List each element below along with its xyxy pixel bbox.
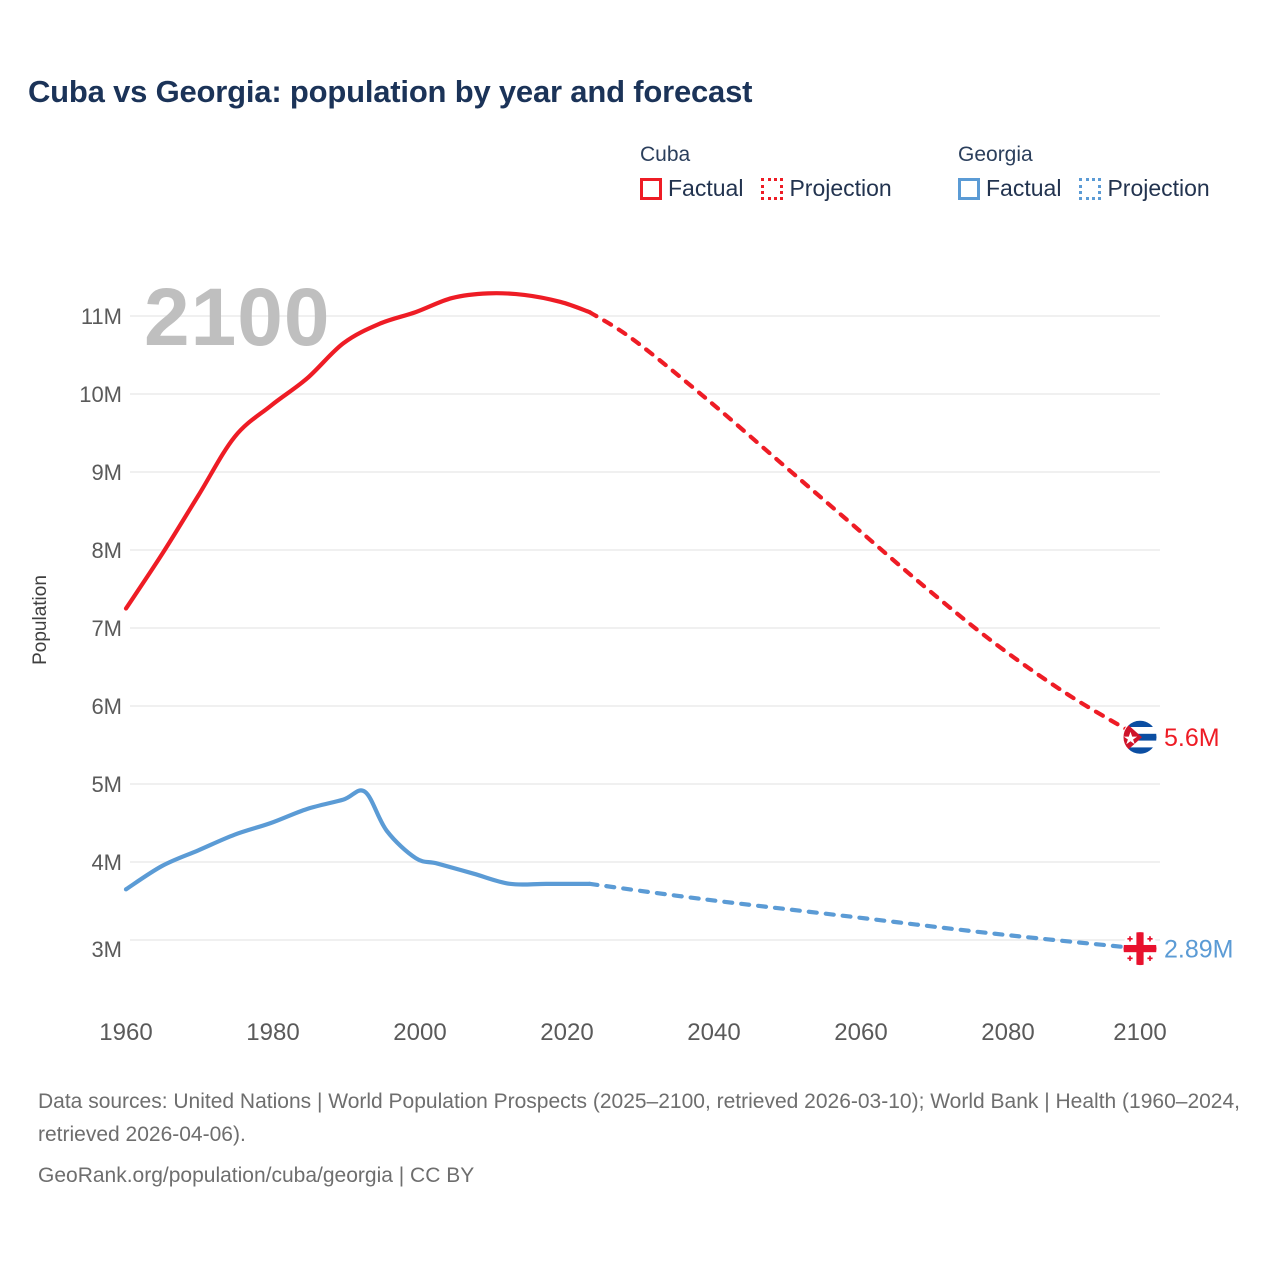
y-axis-ticks: 11M 10M 9M 8M 7M 6M 5M 4M 3M (79, 304, 122, 962)
legend-group-cuba: Cuba Factual Projection (640, 143, 892, 202)
legend-item-georgia-factual[interactable]: Factual (958, 175, 1061, 202)
line-georgia-projection (587, 881, 1143, 951)
x-axis-ticks: 1960 1980 2000 2020 2040 2060 2080 2100 (99, 1019, 1166, 1046)
x-tick-label: 2040 (687, 1019, 740, 1046)
endpoint-marker-georgia: 2.89M (1122, 931, 1233, 967)
legend-swatch-solid-icon (958, 177, 980, 200)
y-tick-label: 7M (91, 616, 122, 641)
year-watermark: 2100 (144, 272, 330, 363)
chart-legend: Cuba Factual Projection Georgia Factual (640, 143, 1260, 223)
legend-group-title-georgia: Georgia (958, 143, 1033, 166)
y-tick-label: 5M (91, 772, 122, 797)
legend-item-cuba-factual[interactable]: Factual (640, 175, 743, 202)
y-tick-label: 9M (91, 460, 122, 485)
legend-label-cuba-projection: Projection (789, 175, 892, 201)
legend-group-georgia: Georgia Factual Projection (958, 143, 1210, 202)
y-tick-label: 6M (91, 694, 122, 719)
x-tick-label: 1960 (99, 1019, 152, 1046)
cuba-flag-ring (1122, 719, 1158, 755)
legend-swatch-solid-icon (640, 177, 662, 200)
line-georgia-factual (123, 788, 592, 892)
legend-swatch-dotted-icon (1079, 177, 1102, 200)
x-tick-label: 2060 (834, 1019, 887, 1046)
endpoint-value-cuba: 5.6M (1164, 724, 1220, 752)
legend-swatch-dotted-icon (761, 177, 784, 200)
x-tick-label: 2080 (981, 1019, 1034, 1046)
x-tick-label: 2100 (1113, 1019, 1166, 1046)
y-tick-label: 11M (81, 304, 122, 329)
x-tick-label: 2000 (393, 1019, 446, 1046)
cuba-flag-icon (1123, 720, 1157, 755)
endpoint-value-georgia: 2.89M (1164, 936, 1233, 964)
line-cuba-projection (587, 310, 1143, 740)
footer-data-sources: Data sources: United Nations | World Pop… (38, 1090, 1240, 1146)
georgia-flag-icon (1123, 931, 1157, 966)
footer-credit[interactable]: GeoRank.org/population/cuba/georgia | CC… (38, 1164, 475, 1187)
legend-label-cuba-factual: Factual (668, 175, 744, 201)
legend-item-cuba-projection[interactable]: Projection (761, 175, 892, 202)
gridlines (130, 315, 1160, 941)
x-tick-label: 2020 (540, 1019, 593, 1046)
series-paths (123, 291, 1143, 951)
y-axis-title: Population (30, 575, 51, 665)
y-tick-label: 4M (91, 850, 122, 875)
legend-label-georgia-factual: Factual (986, 175, 1062, 201)
chart-footer: Data sources: United Nations | World Pop… (38, 1085, 1253, 1192)
x-tick-label: 1980 (246, 1019, 299, 1046)
y-tick-label: 10M (79, 382, 122, 407)
line-cuba-factual (123, 291, 592, 611)
legend-label-georgia-projection: Projection (1107, 175, 1210, 201)
y-tick-label: 8M (91, 538, 122, 563)
legend-item-georgia-projection[interactable]: Projection (1079, 175, 1210, 202)
legend-group-title-cuba: Cuba (640, 143, 691, 166)
georgia-flag-ring (1122, 931, 1158, 967)
page-title: Cuba vs Georgia: population by year and … (28, 74, 753, 109)
endpoint-marker-cuba: 5.6M (1122, 719, 1220, 755)
y-tick-label: 3M (91, 937, 122, 962)
